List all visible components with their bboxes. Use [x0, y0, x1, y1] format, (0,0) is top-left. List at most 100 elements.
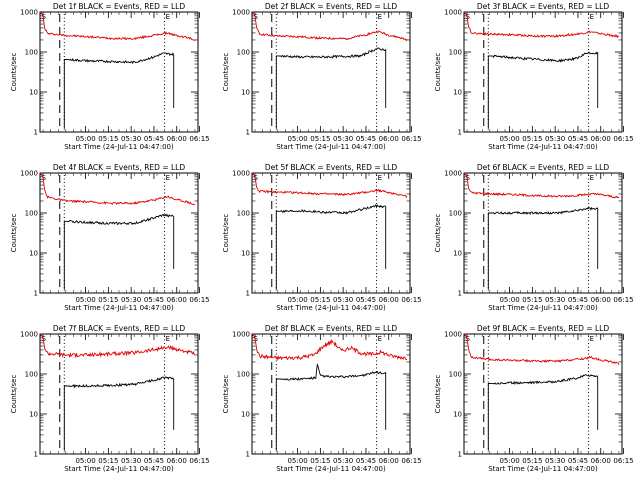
x-tick-label: 05:30	[333, 296, 353, 304]
x-axis-title: Start Time (24-Jul-11 04:47:00)	[488, 143, 598, 151]
x-tick-label: 05:45	[144, 296, 164, 304]
x-axis-title: Start Time (24-Jul-11 04:47:00)	[276, 465, 386, 473]
lld-series-line	[463, 11, 619, 39]
x-tick-label: 05:30	[545, 296, 565, 304]
y-tick-label: 1000	[444, 9, 462, 17]
y-tick-label: 1000	[232, 331, 250, 339]
events-series-line	[487, 374, 599, 451]
panel-7: Det 7f BLACK = Events, RED = LLD 1 10 100 10…	[10, 324, 210, 473]
panel-title: Det 9f BLACK = Events, RED = LLD	[477, 324, 610, 333]
events-series-line	[275, 363, 387, 451]
y-tick-label: 1000	[444, 331, 462, 339]
y-tick-label: 1000	[20, 331, 38, 339]
x-tick-label: 05:30	[545, 457, 565, 465]
y-tick-label: 100	[25, 371, 38, 379]
start-marker-label: S	[466, 335, 471, 343]
x-axis-title: Start Time (24-Jul-11 04:47:00)	[64, 465, 174, 473]
x-tick-label: 06:00	[167, 296, 187, 304]
x-tick-label: 05:00	[499, 135, 519, 143]
x-axis-title: Start Time (24-Jul-11 04:47:00)	[276, 143, 386, 151]
y-tick-label: 1	[34, 129, 38, 137]
y-tick-label: 1000	[20, 170, 38, 178]
y-axis-title: Counts/sec	[222, 53, 230, 92]
y-tick-label: 10	[241, 411, 250, 419]
y-tick-label: 10	[453, 411, 462, 419]
x-tick-label: 06:15	[189, 296, 209, 304]
x-tick-label: 06:00	[591, 457, 611, 465]
x-tick-label: 05:15	[98, 457, 118, 465]
x-tick-label: 06:00	[379, 135, 399, 143]
y-tick-label: 100	[237, 49, 250, 57]
end-marker-label: E	[166, 174, 170, 182]
start-marker-label: S	[254, 335, 259, 343]
x-tick-label: 06:15	[613, 457, 633, 465]
end-marker-label: E	[378, 13, 382, 21]
x-tick-label: 05:15	[310, 135, 330, 143]
panel-title: Det 3f BLACK = Events, RED = LLD	[477, 2, 610, 11]
y-tick-label: 1000	[444, 170, 462, 178]
panel-title: Det 7f BLACK = Events, RED = LLD	[53, 324, 186, 333]
y-tick-label: 100	[449, 371, 462, 379]
y-tick-label: 10	[453, 89, 462, 97]
events-series-line	[275, 47, 387, 129]
panel-6: Det 6f BLACK = Events, RED = LLD 1 10 100 10…	[434, 163, 634, 312]
y-tick-label: 10	[453, 250, 462, 258]
events-series-line	[63, 376, 175, 451]
lld-series-line	[39, 172, 196, 206]
x-tick-label: 05:00	[287, 296, 307, 304]
y-tick-label: 10	[241, 89, 250, 97]
y-tick-label: 100	[449, 210, 462, 218]
x-tick-label: 05:15	[310, 457, 330, 465]
panel-4: Det 4f BLACK = Events, RED = LLD 1 10 100 10…	[10, 163, 210, 312]
x-tick-label: 05:30	[333, 457, 353, 465]
x-tick-label: 06:00	[591, 296, 611, 304]
end-marker-label: E	[590, 335, 594, 343]
x-axis-title: Start Time (24-Jul-11 04:47:00)	[64, 304, 174, 312]
x-tick-label: 06:00	[167, 135, 187, 143]
panel-9: Det 9f BLACK = Events, RED = LLD 1 10 100 10…	[434, 324, 634, 473]
end-marker-label: E	[590, 13, 594, 21]
y-tick-label: 10	[241, 250, 250, 258]
panel-title: Det 2f BLACK = Events, RED = LLD	[265, 2, 398, 11]
x-tick-label: 06:15	[401, 457, 421, 465]
y-tick-label: 1	[458, 290, 462, 298]
y-tick-label: 1	[246, 451, 250, 459]
start-marker-label: S	[466, 13, 471, 21]
end-marker-label: E	[166, 13, 170, 21]
x-tick-label: 05:30	[121, 135, 141, 143]
x-axis-title: Start Time (24-Jul-11 04:47:00)	[488, 465, 598, 473]
panel-5: Det 5f BLACK = Events, RED = LLD 1 10 100 10…	[222, 163, 422, 312]
y-tick-label: 1	[246, 290, 250, 298]
x-tick-label: 05:30	[121, 296, 141, 304]
x-tick-label: 05:30	[545, 135, 565, 143]
end-marker-label: E	[378, 174, 382, 182]
x-tick-label: 06:00	[379, 296, 399, 304]
y-tick-label: 1000	[232, 170, 250, 178]
y-tick-label: 1	[458, 451, 462, 459]
y-tick-label: 100	[25, 49, 38, 57]
lld-series-line	[251, 11, 408, 42]
lld-series-line	[251, 333, 408, 362]
x-tick-label: 05:00	[499, 457, 519, 465]
x-tick-label: 05:45	[356, 457, 376, 465]
x-tick-label: 05:45	[144, 135, 164, 143]
y-axis-title: Counts/sec	[10, 53, 18, 92]
events-series-line	[487, 51, 599, 129]
end-marker-label: E	[166, 335, 170, 343]
x-tick-label: 05:45	[356, 296, 376, 304]
x-tick-label: 06:15	[401, 296, 421, 304]
lld-series-line	[463, 333, 620, 366]
panel-title: Det 6f BLACK = Events, RED = LLD	[477, 163, 610, 172]
x-tick-label: 06:00	[167, 457, 187, 465]
panel-title: Det 5f BLACK = Events, RED = LLD	[265, 163, 398, 172]
x-tick-label: 05:45	[568, 135, 588, 143]
x-tick-label: 06:15	[613, 135, 633, 143]
x-axis-title: Start Time (24-Jul-11 04:47:00)	[276, 304, 386, 312]
y-tick-label: 1	[458, 129, 462, 137]
x-tick-label: 05:30	[121, 457, 141, 465]
y-tick-label: 1	[246, 129, 250, 137]
y-axis-title: Counts/sec	[434, 214, 442, 253]
panel-title: Det 1f BLACK = Events, RED = LLD	[53, 2, 186, 11]
x-tick-label: 06:15	[401, 135, 421, 143]
